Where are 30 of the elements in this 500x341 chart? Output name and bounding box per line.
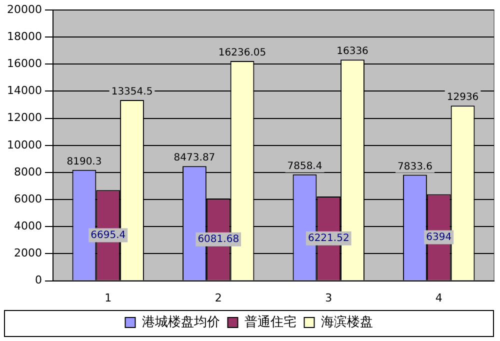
data-label: 6221.52 [308,233,350,244]
y-tick-label: 20000 [6,2,42,16]
x-tick-label: 4 [435,291,442,304]
x-tick-label: 1 [104,291,112,304]
y-tick-label: 6000 [14,192,42,206]
y-tick-label: 4000 [14,220,42,232]
y-tick-label: 8000 [14,165,42,178]
data-label: 7858.4 [287,160,322,172]
legend-label: 港城楼盘均价 [142,314,220,330]
x-tick-label: 2 [214,291,222,304]
y-tick-label: 12000 [6,111,42,124]
data-label: 8473.87 [174,152,216,164]
y-tick-label: 14000 [6,84,42,98]
data-label: 12936 [446,92,479,104]
y-tick-label: 2000 [14,246,42,260]
data-label: 6394 [426,232,452,243]
data-label: 6695.4 [90,230,126,241]
x-tick-label: 3 [325,291,332,304]
legend-label: 海滨楼盘 [320,314,373,330]
legend-label: 普通住宅 [244,314,296,330]
data-label: 16236.05 [218,48,266,59]
y-tick-label: 18000 [6,30,42,43]
y-tick-label: 10000 [6,138,42,152]
y-tick-label: 0 [34,274,42,287]
y-tick-label: 16000 [6,57,42,70]
data-label: 6081.68 [198,234,240,245]
data-label: 16336 [336,46,368,58]
data-label: 7833.6 [397,161,432,172]
data-label: 8190.3 [66,156,102,168]
data-label: 13354.5 [111,86,153,98]
